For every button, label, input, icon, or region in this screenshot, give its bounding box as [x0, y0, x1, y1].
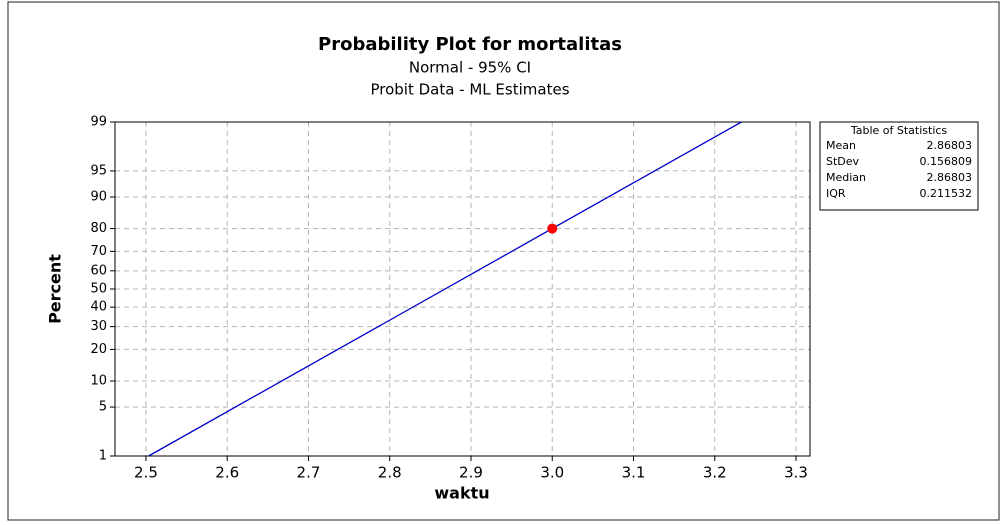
statistics-box	[819, 121, 979, 211]
x-tick-label: 3.3	[784, 464, 808, 482]
x-tick-label: 3.0	[540, 464, 564, 482]
y-tick-label: 90	[90, 190, 107, 205]
y-tick-label: 30	[90, 319, 107, 334]
y-tick-label: 5	[99, 400, 107, 415]
chart-title: Probability Plot for mortalitas	[318, 34, 622, 55]
y-tick-label: 80	[90, 221, 107, 236]
plot-area	[115, 122, 810, 456]
y-tick-label: 1	[99, 449, 107, 464]
statistic-value: 0.156809	[920, 155, 973, 168]
y-tick-label: 95	[90, 163, 107, 178]
statistic-name: Median	[826, 171, 866, 184]
statistic-value: 0.211532	[920, 187, 973, 200]
y-tick-label: 99	[90, 115, 107, 130]
y-tick-label: 70	[90, 244, 107, 259]
y-tick-label: 50	[90, 282, 107, 297]
chart-subtitle: Normal - 95% CI	[409, 59, 531, 77]
x-tick-label: 3.1	[622, 464, 646, 482]
y-tick-label: 40	[90, 300, 107, 315]
x-tick-label: 2.8	[378, 464, 402, 482]
data-point	[547, 223, 558, 234]
y-tick-label: 10	[90, 373, 107, 388]
statistic-name: IQR	[826, 187, 846, 200]
x-tick-label: 3.2	[703, 464, 727, 482]
y-tick-label: 20	[90, 342, 107, 357]
statistic-name: Mean	[826, 139, 856, 152]
statistic-value: 2.86803	[927, 139, 973, 152]
plot-border	[114, 121, 811, 457]
x-tick-label: 2.5	[134, 464, 158, 482]
statistic-value: 2.86803	[927, 171, 973, 184]
x-tick-label: 2.7	[297, 464, 321, 482]
x-axis-label: waktu	[434, 484, 489, 503]
statistic-name: StDev	[826, 155, 860, 168]
y-axis-label: Percent	[46, 254, 65, 324]
fit-line	[148, 121, 742, 457]
x-tick-label: 2.9	[459, 464, 483, 482]
statistics-title: Table of Statistics	[850, 124, 948, 137]
y-tick-label: 60	[90, 263, 107, 278]
x-tick-label: 2.6	[215, 464, 239, 482]
chart-subtitle: Probit Data - ML Estimates	[370, 81, 569, 99]
